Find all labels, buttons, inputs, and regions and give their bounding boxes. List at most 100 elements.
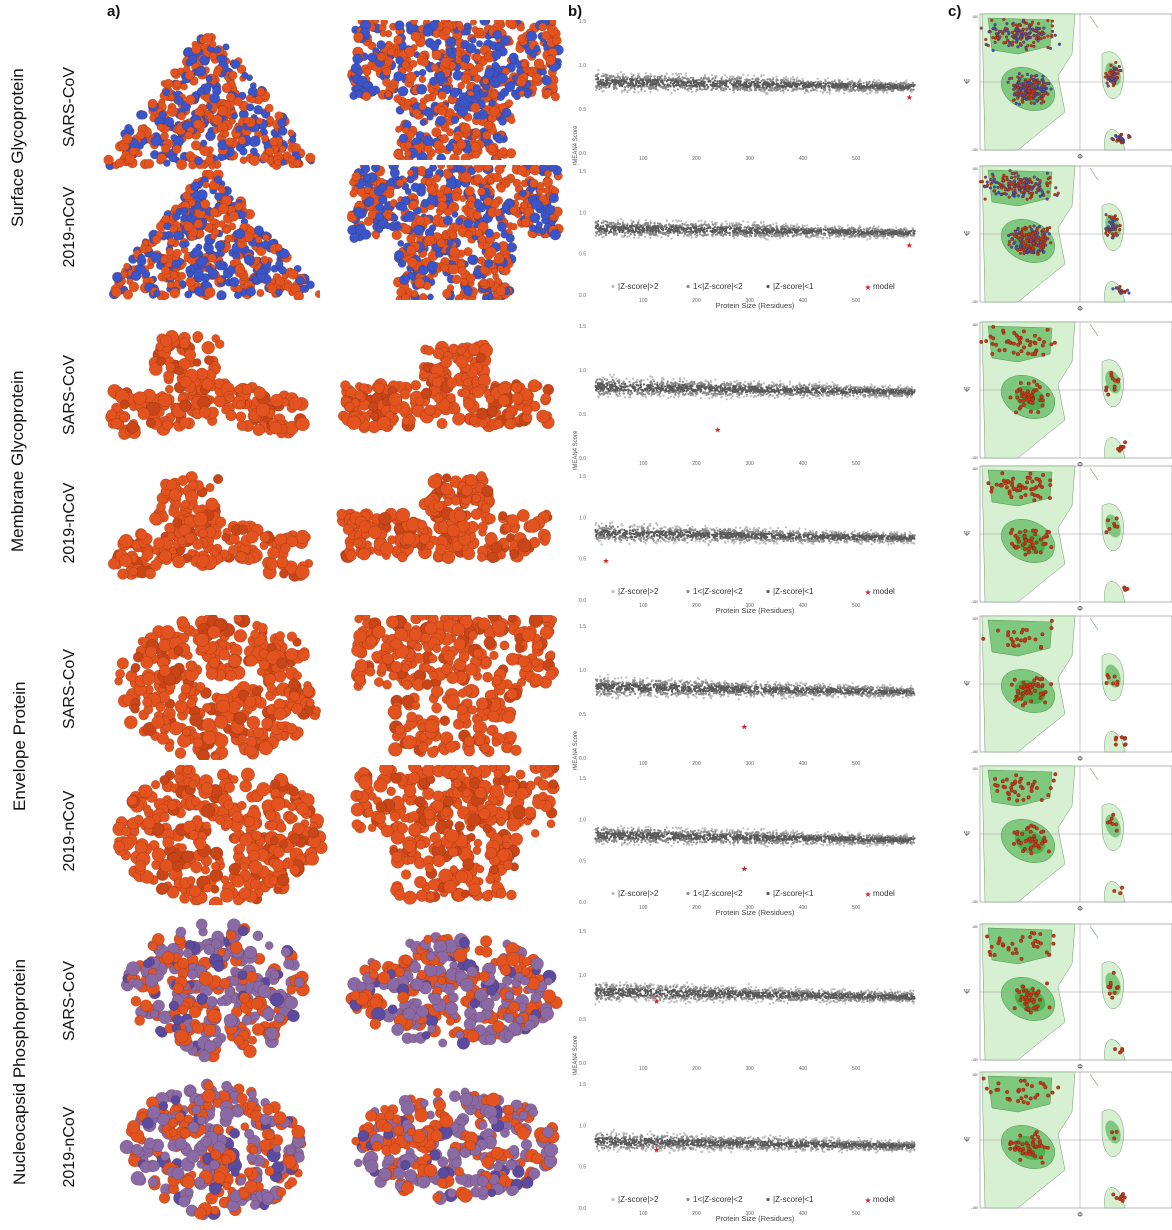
- atom-sphere: [433, 140, 444, 151]
- atom-sphere: [294, 977, 305, 988]
- atom-sphere: [471, 128, 481, 137]
- atom-sphere: [404, 141, 413, 150]
- atom-sphere: [482, 77, 490, 85]
- atom-sphere: [400, 663, 411, 673]
- atom-sphere: [201, 803, 216, 818]
- atom-sphere: [418, 102, 427, 111]
- atom-sphere: [291, 142, 301, 153]
- atom-sphere: [286, 722, 298, 734]
- atom-sphere: [415, 396, 425, 406]
- atom-sphere: [276, 873, 290, 887]
- atom-sphere: [506, 514, 520, 527]
- atom-sphere: [462, 378, 473, 388]
- atom-sphere: [394, 223, 402, 231]
- atom-sphere: [207, 253, 217, 263]
- atom-sphere: [107, 557, 121, 570]
- atom-sphere: [464, 473, 478, 487]
- atom-sphere: [139, 999, 153, 1012]
- atom-sphere: [172, 499, 182, 510]
- atom-sphere: [248, 154, 261, 166]
- atom-sphere: [172, 860, 184, 872]
- atom-sphere: [548, 20, 557, 26]
- atom-sphere: [237, 925, 249, 937]
- atom-sphere: [491, 49, 502, 60]
- atom-sphere: [236, 64, 247, 74]
- atom-sphere: [206, 996, 218, 1008]
- atom-sphere: [163, 159, 171, 167]
- atom-sphere: [452, 778, 462, 788]
- atom-sphere: [505, 99, 514, 108]
- atom-sphere: [487, 615, 500, 622]
- atom-sphere: [118, 412, 129, 422]
- atom-sphere: [264, 809, 277, 821]
- atom-sphere: [191, 246, 202, 257]
- atom-sphere: [461, 388, 471, 398]
- atom-sphere: [501, 834, 511, 843]
- atom-sphere: [112, 271, 122, 282]
- atom-sphere: [277, 118, 287, 128]
- atom-sphere: [252, 423, 265, 437]
- atom-sphere: [544, 169, 552, 178]
- atom-sphere: [448, 769, 459, 780]
- atom-sphere: [295, 564, 310, 580]
- atom-sphere: [188, 480, 198, 490]
- atom-sphere: [364, 807, 374, 818]
- atom-sphere: [405, 71, 417, 83]
- atom-sphere: [387, 47, 396, 56]
- atom-sphere: [371, 651, 383, 662]
- atom-sphere: [472, 84, 481, 93]
- atom-sphere: [353, 538, 363, 548]
- atom-sphere: [410, 31, 421, 42]
- atom-sphere: [540, 392, 552, 404]
- protein-structure-image: [340, 165, 570, 300]
- atom-sphere: [287, 1009, 300, 1023]
- atom-sphere: [214, 339, 225, 349]
- atom-sphere: [408, 823, 421, 836]
- atom-sphere: [172, 79, 182, 89]
- atom-sphere: [148, 941, 158, 952]
- atom-sphere: [237, 970, 248, 980]
- atom-sphere: [481, 294, 490, 300]
- atom-sphere: [380, 541, 394, 556]
- atom-sphere: [418, 75, 427, 84]
- atom-sphere: [442, 288, 453, 299]
- atom-sphere: [202, 730, 217, 745]
- atom-sphere: [179, 399, 192, 412]
- atom-sphere: [312, 706, 322, 716]
- atom-sphere: [191, 44, 202, 55]
- atom-sphere: [457, 105, 469, 117]
- atom-sphere: [425, 541, 435, 550]
- atom-sphere: [192, 331, 204, 343]
- atom-sphere: [403, 622, 412, 631]
- atom-sphere: [440, 482, 453, 496]
- atom-sphere: [202, 821, 211, 830]
- atom-sphere: [495, 888, 507, 899]
- atom-sphere: [448, 246, 460, 258]
- atom-sphere: [215, 259, 226, 271]
- panel-a-label: a): [107, 3, 120, 20]
- atom-sphere: [164, 742, 175, 753]
- atom-sphere: [178, 523, 191, 537]
- atom-sphere: [497, 72, 508, 84]
- atom-sphere: [473, 111, 481, 120]
- atom-sphere: [251, 830, 262, 841]
- atom-sphere: [354, 390, 365, 400]
- atom-sphere: [213, 175, 223, 184]
- atom-sphere: [266, 820, 278, 831]
- atom-sphere: [436, 238, 446, 248]
- atom-sphere: [238, 887, 251, 900]
- atom-sphere: [178, 279, 186, 287]
- atom-sphere: [208, 656, 220, 669]
- atom-sphere: [295, 416, 310, 432]
- atom-sphere: [202, 32, 213, 44]
- atom-sphere: [431, 49, 442, 61]
- atom-sphere: [457, 81, 466, 90]
- atom-sphere: [510, 744, 522, 756]
- atom-sphere: [184, 489, 199, 504]
- atom-sphere: [233, 629, 248, 643]
- atom-sphere: [425, 168, 434, 177]
- atom-sphere: [456, 139, 467, 150]
- atom-sphere: [406, 233, 416, 244]
- atom-sphere: [436, 418, 448, 430]
- atom-sphere: [353, 629, 367, 643]
